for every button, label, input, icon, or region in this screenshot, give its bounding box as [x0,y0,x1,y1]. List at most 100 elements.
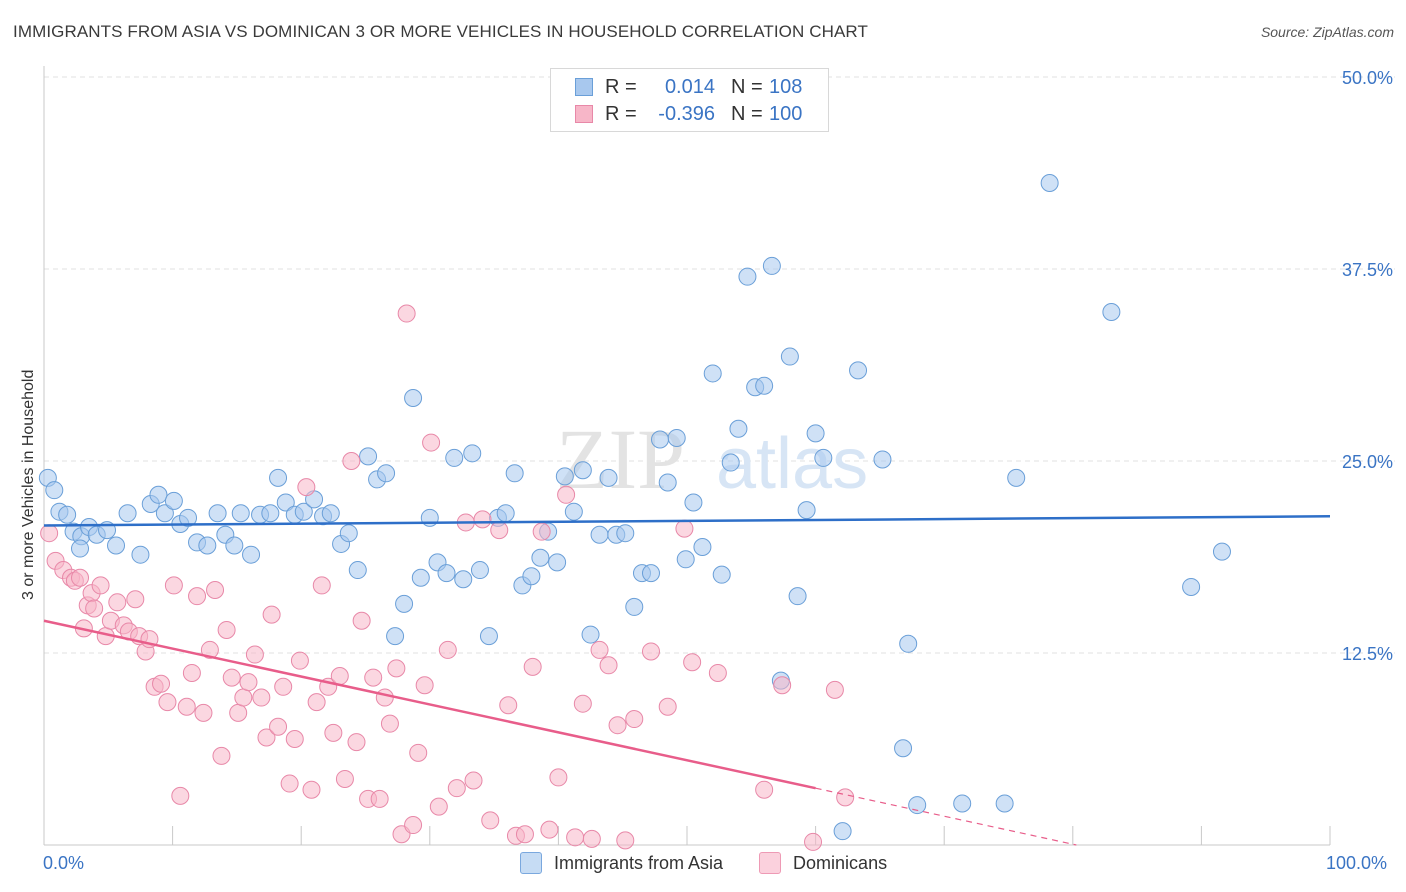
legend-row-dominicans: R = -0.396 N = 100 [575,101,802,127]
data-point [107,536,126,555]
data-point [200,640,219,659]
data-point [297,478,316,497]
data-point [395,594,414,613]
data-point [404,816,423,835]
legend-swatch-dominicans [759,852,782,874]
data-point [194,703,213,722]
data-point [177,697,196,716]
data-point [171,786,190,805]
data-point [352,611,371,630]
series-dominicans-points [40,304,855,851]
data-point [625,710,644,729]
trend-line [43,515,1331,527]
data-point [380,714,399,733]
data-point [599,656,618,675]
data-point [531,548,550,567]
legend-label-dominicans: Dominicans [793,852,888,873]
data-point [447,779,466,798]
data-point [269,717,288,736]
axes [43,66,1331,846]
data-point [364,668,383,687]
y-tick-label: 37.5% [1342,260,1393,280]
data-point [1182,577,1201,596]
data-point [608,716,627,735]
data-point [496,504,515,523]
data-point [780,347,799,366]
data-point [409,743,428,762]
data-point [179,508,198,527]
data-point [262,605,281,624]
data-point [548,553,567,572]
data-point [755,376,774,395]
data-point [182,663,201,682]
data-point [463,444,482,463]
data-point [164,491,183,510]
data-point [217,620,236,639]
data-point [708,663,727,682]
data-point [899,634,918,653]
data-point [721,453,740,472]
data-point [375,688,394,707]
data-point [40,524,59,543]
data-point [599,468,618,487]
n-value: 108 [769,75,803,98]
data-point [522,567,541,586]
data-point [573,694,592,713]
trend-lines [43,515,1331,846]
data-point [590,525,609,544]
data-point [294,502,313,521]
data-point [557,485,576,504]
data-point [712,565,731,584]
watermark-atlas: atlas [716,424,868,504]
data-point [953,794,972,813]
data-point [806,424,825,443]
data-point [549,768,568,787]
data-point [274,677,293,696]
data-point [616,524,635,543]
data-point [995,794,1014,813]
correlation-legend: R = 0.014 N = 108 R = -0.396 N = 100 [550,68,829,132]
trend-line-extension [815,787,1077,846]
legend-item-dominicans: Dominicans [759,852,887,874]
data-point [1040,173,1059,192]
data-point [321,504,340,523]
data-point [515,825,534,844]
data-point [276,493,295,512]
data-point [762,256,781,275]
data-point [473,510,492,529]
data-point [290,651,309,670]
data-point [222,668,241,687]
data-point [479,627,498,646]
data-point [429,797,448,816]
data-point [415,676,434,695]
data-point [245,645,264,664]
data-point [71,568,90,587]
y-axis-label: 3 or more Vehicles in Household [20,369,37,600]
data-point [641,564,660,583]
data-point [261,504,280,523]
data-point [422,433,441,452]
data-point [164,576,183,595]
data-point [242,545,261,564]
data-point [307,693,326,712]
data-point [437,564,456,583]
data-point [523,657,542,676]
data-point [814,448,833,467]
r-value: 0.014 [664,75,715,98]
data-point [683,653,702,672]
data-point [581,625,600,644]
data-point [566,828,585,847]
data-point [225,536,244,555]
data-point [540,820,559,839]
data-point [582,829,601,848]
data-point [908,796,927,815]
data-point [445,448,464,467]
data-point [231,504,250,523]
legend-swatch-asia [575,78,593,96]
data-point [342,452,361,470]
n-label: N = [731,75,763,98]
y-tick-label: 50.0% [1342,68,1393,88]
data-point [849,361,868,380]
data-point [825,680,844,699]
data-point [45,481,64,500]
